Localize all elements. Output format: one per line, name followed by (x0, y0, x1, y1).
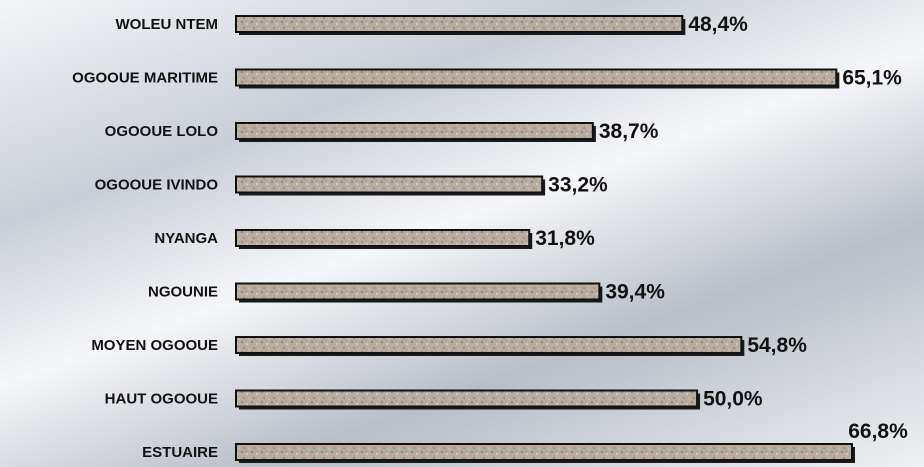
bar (235, 229, 531, 247)
value-label: 38,7% (599, 120, 659, 143)
bars-layer: WOLEU NTEM 48,4% OGOOUE MARITIME 65,1% OGOOU… (72, 13, 908, 463)
bar (235, 443, 853, 461)
category-label: NYANGA (154, 230, 218, 247)
category-label: NGOUNIE (148, 284, 218, 301)
value-label: 31,8% (535, 227, 595, 250)
value-label: 66,8% (848, 420, 908, 443)
bar (235, 68, 838, 87)
value-label: 54,8% (747, 334, 807, 357)
category-label: MOYEN OGOOUE (91, 337, 218, 354)
value-label: 65,1% (842, 67, 902, 90)
value-label: 33,2% (548, 174, 608, 197)
category-label: HAUT OGOOUE (105, 391, 218, 408)
category-label: OGOOUE LOLO (105, 123, 219, 140)
category-label: OGOOUE MARITIME (72, 70, 218, 87)
value-label: 48,4% (688, 13, 748, 36)
category-label: OGOOUE IVINDO (95, 177, 219, 194)
category-label: ESTUAIRE (142, 444, 218, 461)
bar (235, 282, 601, 301)
bar (235, 175, 544, 194)
value-label: 39,4% (605, 281, 665, 304)
bar (235, 389, 699, 408)
bar (235, 122, 594, 140)
category-label: WOLEU NTEM (116, 16, 219, 33)
value-label: 50,0% (703, 388, 763, 411)
bar (235, 15, 684, 33)
bar (235, 336, 743, 354)
